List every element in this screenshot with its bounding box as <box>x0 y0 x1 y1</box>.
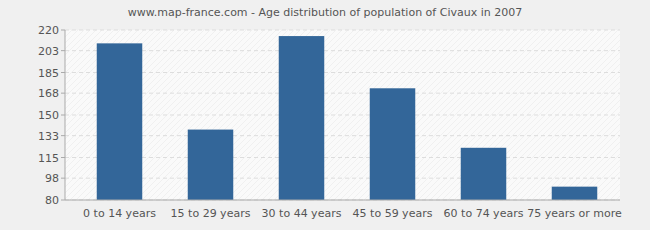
bar <box>461 148 507 200</box>
y-tick-label: 133 <box>38 130 59 143</box>
y-tick-label: 168 <box>38 87 59 100</box>
x-axis <box>65 200 620 201</box>
y-tick <box>61 50 65 51</box>
x-tick-label: 15 to 29 years <box>171 207 251 220</box>
y-tick <box>61 115 65 116</box>
grid-line <box>65 135 620 136</box>
grid-line <box>65 178 620 179</box>
x-tick-label: 60 to 74 years <box>444 207 524 220</box>
y-tick-label: 80 <box>45 194 59 207</box>
grid-line <box>65 157 620 158</box>
grid-line <box>65 115 620 116</box>
bars <box>97 36 598 200</box>
y-tick <box>61 72 65 73</box>
y-tick <box>61 178 65 179</box>
grid-line <box>65 200 620 201</box>
y-tick-label: 98 <box>45 172 59 185</box>
y-axis <box>65 30 66 200</box>
bar <box>370 88 416 200</box>
grid-line <box>65 93 620 94</box>
grid-line <box>65 30 620 31</box>
y-tick <box>61 200 65 201</box>
x-tick-label: 30 to 44 years <box>262 207 342 220</box>
y-tick-label: 185 <box>38 67 59 80</box>
y-tick <box>61 157 65 158</box>
y-tick-label: 203 <box>38 45 59 58</box>
bar <box>279 36 325 200</box>
chart-svg: www.map-france.com - Age distribution of… <box>0 0 650 230</box>
chart-container: www.map-france.com - Age distribution of… <box>0 0 650 230</box>
plot-area <box>65 30 620 200</box>
y-tick-label: 115 <box>38 152 59 165</box>
y-tick <box>61 93 65 94</box>
bar <box>188 130 234 200</box>
bar <box>97 43 143 200</box>
y-tick <box>61 135 65 136</box>
grid-line <box>65 72 620 73</box>
y-tick-label: 220 <box>38 24 59 37</box>
x-tick-label: 0 to 14 years <box>83 207 156 220</box>
x-tick-label: 75 years or more <box>527 207 622 220</box>
title: www.map-france.com - Age distribution of… <box>128 6 522 19</box>
bar <box>552 187 598 200</box>
grid-line <box>65 50 620 51</box>
y-tick <box>61 30 65 31</box>
x-tick-label: 45 to 59 years <box>353 207 433 220</box>
y-tick-label: 150 <box>38 109 59 122</box>
background <box>0 0 650 230</box>
